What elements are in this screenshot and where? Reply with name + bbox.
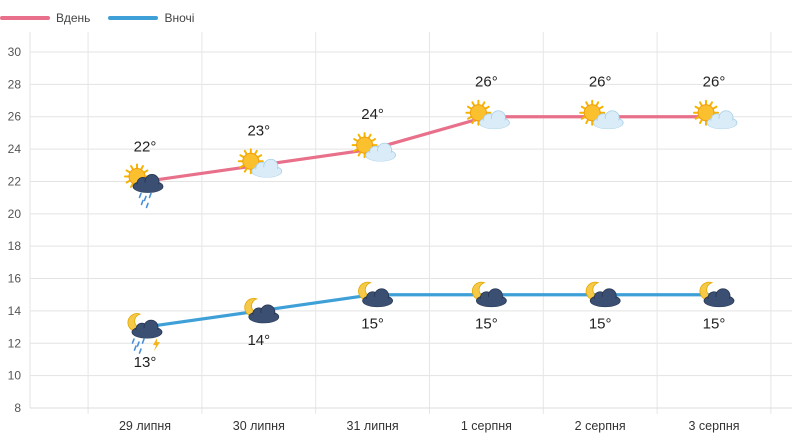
moon-cloud-icon xyxy=(358,281,394,308)
y-tick-label: 16 xyxy=(8,272,22,286)
grid xyxy=(29,32,792,414)
x-axis: 29 липня 30 липня 31 липня 1 серпня 2 серпня… xyxy=(119,419,740,433)
y-tick-label: 20 xyxy=(8,207,22,221)
x-tick-label: 30 липня xyxy=(233,419,285,433)
legend-label-day: Вдень xyxy=(56,11,91,25)
x-tick-label: 1 серпня xyxy=(461,419,512,433)
data-label-night: 15° xyxy=(703,316,726,333)
y-tick-label: 22 xyxy=(8,174,22,188)
sun-cloud-icon xyxy=(693,99,738,130)
y-tick-label: 10 xyxy=(8,369,22,383)
data-labels: 22° 23° 24° 26° 26° 26° 13° 14° 15° 15° 15° 15° xyxy=(134,74,726,371)
y-axis: 30 28 26 24 22 20 18 16 14 12 10 8 xyxy=(8,45,22,415)
data-label-day: 23° xyxy=(247,122,270,139)
legend-label-night: Вночі xyxy=(164,11,195,25)
data-label-night: 15° xyxy=(475,316,498,333)
y-tick-label: 26 xyxy=(8,110,22,124)
data-label-day: 26° xyxy=(475,74,498,91)
sun-rain-cloud-icon xyxy=(124,163,164,209)
data-label-night: 13° xyxy=(134,354,157,371)
data-label-night: 15° xyxy=(361,316,384,333)
series-line-night xyxy=(143,293,716,329)
moon-cloud-icon xyxy=(585,281,621,308)
y-tick-label: 12 xyxy=(8,336,22,350)
legend: Вдень Вночі xyxy=(0,8,194,28)
data-label-day: 26° xyxy=(589,74,612,91)
sun-cloud-icon xyxy=(579,99,624,130)
moon-cloud-icon xyxy=(244,297,280,324)
y-tick-label: 14 xyxy=(8,304,22,318)
moon-cloud-icon xyxy=(699,281,735,308)
sun-cloud-icon xyxy=(237,148,283,178)
x-tick-label: 2 серпня xyxy=(575,419,626,433)
data-label-day: 26° xyxy=(703,74,726,91)
weather-icons xyxy=(124,99,738,354)
sun-cloud-icon xyxy=(351,132,397,162)
sun-cloud-icon xyxy=(465,99,510,130)
y-tick-label: 30 xyxy=(8,45,22,59)
legend-swatch-night xyxy=(108,16,159,20)
y-tick-label: 8 xyxy=(14,401,21,415)
data-label-night: 15° xyxy=(589,316,612,333)
moon-cloud-icon xyxy=(471,281,507,308)
x-tick-label: 31 липня xyxy=(347,419,399,433)
y-tick-label: 18 xyxy=(8,239,22,253)
legend-item-day[interactable]: Вдень xyxy=(0,11,90,25)
y-tick-label: 28 xyxy=(8,77,22,91)
x-tick-label: 29 липня xyxy=(119,419,171,433)
data-label-day: 22° xyxy=(134,138,157,155)
y-tick-label: 24 xyxy=(8,142,22,156)
legend-item-night[interactable]: Вночі xyxy=(108,11,194,25)
legend-swatch-day xyxy=(0,16,50,20)
moon-storm-icon xyxy=(127,313,163,354)
data-label-night: 14° xyxy=(247,332,270,349)
x-tick-label: 3 серпня xyxy=(688,419,739,433)
data-label-day: 24° xyxy=(361,106,384,123)
